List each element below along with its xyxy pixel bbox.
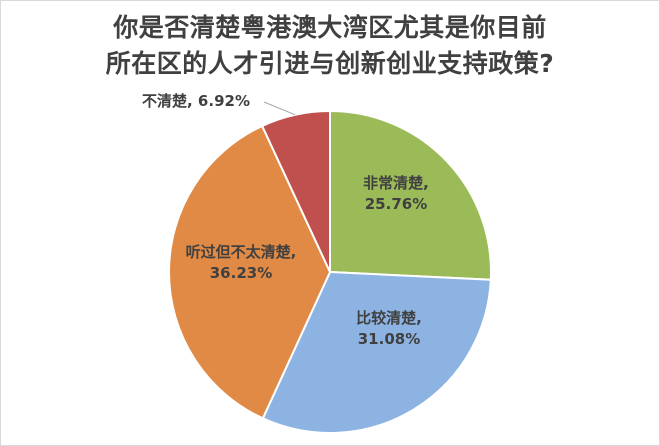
slice-label-2: 比较清楚, 31.08% [356, 309, 422, 348]
pie-slices [168, 109, 492, 434]
pie-slice-4 [260, 109, 331, 273]
pie-slice-2 [261, 270, 492, 434]
pie-slice-1 [329, 109, 492, 281]
slice-labels: 非常清楚, 25.76% 比较清楚, 31.08% 听过但不太清楚, 36.23% 不清楚,… [142, 92, 429, 348]
slice-label-3: 听过但不太清楚, 36.23% [186, 243, 297, 282]
leader-line-4 [263, 101, 296, 116]
chart-title: 你是否清楚粤港澳大湾区尤其是你目前 所在区的人才引进与创新创业支持政策? [0, 10, 660, 82]
chart-title-line-1: 你是否清楚粤港澳大湾区尤其是你目前 [113, 13, 547, 42]
slice-label-1: 非常清楚, 25.76% [363, 174, 429, 213]
chart-title-line-2: 所在区的人才引进与创新创业支持政策? [105, 49, 555, 78]
leader-lines [263, 101, 296, 116]
pie-slice-3 [168, 124, 332, 420]
slice-label-4: 不清楚, 6.92% [142, 92, 250, 110]
